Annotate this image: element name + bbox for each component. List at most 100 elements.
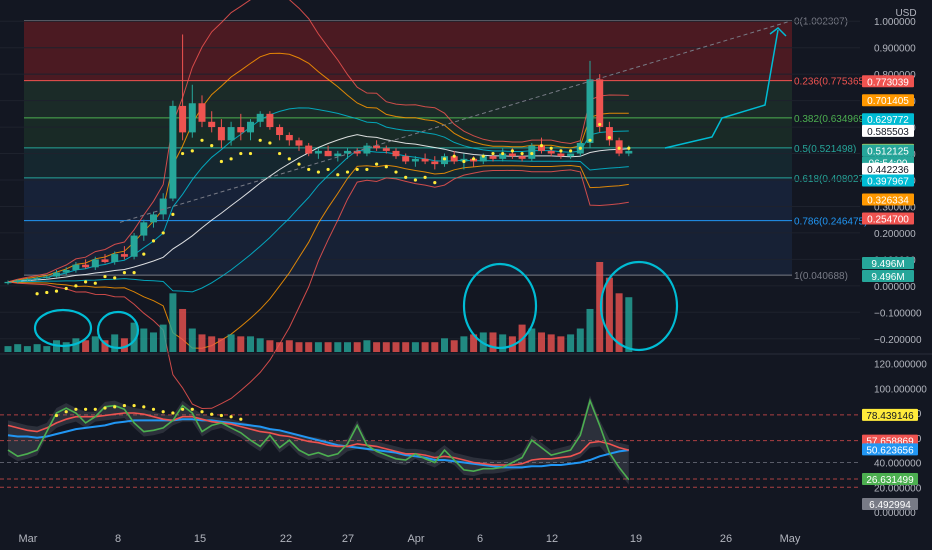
oscillator-dot [103, 406, 107, 410]
arrow-head [769, 27, 787, 37]
candle-body [314, 150, 322, 154]
oscillator-dot [190, 407, 194, 411]
volume-bar [596, 262, 604, 352]
volume-bar [276, 342, 284, 352]
price-tag-label: 0.254700 [867, 214, 909, 225]
sar-dot [64, 286, 68, 291]
candle-body [353, 150, 361, 154]
date-tick: 15 [194, 533, 206, 545]
candle-body [373, 145, 381, 149]
oscillator-dot [229, 415, 233, 419]
volume-bar [43, 346, 51, 352]
band-line [7, 164, 629, 349]
date-tick: 27 [342, 533, 354, 545]
price-tag-box [862, 257, 914, 269]
candle-body [305, 145, 313, 154]
volume-bar [557, 336, 565, 352]
sar-dot [336, 173, 340, 177]
volume-bar [586, 308, 594, 352]
volume-bar [334, 342, 342, 352]
date-tick: 12 [546, 533, 558, 545]
candle-body [33, 277, 41, 280]
sar-dot [54, 289, 59, 293]
currency-label: USD [895, 8, 916, 19]
volume-bar [344, 342, 351, 352]
sar-dot [501, 151, 505, 156]
candle-body [256, 113, 264, 122]
sar-dot [588, 138, 592, 142]
sar-dot [45, 290, 49, 295]
price-tag-label: 0.701405 [867, 96, 909, 107]
volume-bar [4, 346, 12, 352]
volume-bar [285, 340, 293, 352]
oscillator-dot [181, 407, 185, 411]
volume-bar [256, 338, 264, 352]
sar-dot [74, 284, 78, 288]
oscillator-pane[interactable] [0, 353, 932, 488]
date-tick: 22 [280, 533, 292, 545]
fib-label: 0.236(0.775365) [794, 77, 867, 88]
sar-dot [365, 167, 369, 172]
band-line [7, 0, 629, 283]
fib-zone [24, 20, 792, 81]
sar-dot [297, 162, 301, 166]
sar-dot [132, 271, 136, 275]
candle-body [508, 153, 516, 157]
oscillator-dot [200, 410, 204, 414]
candle-body [217, 127, 225, 141]
osc-tag-label: 6.492994 [869, 500, 911, 511]
candle-body [538, 145, 545, 151]
sar-dot [404, 175, 408, 179]
sar-dot [103, 274, 107, 279]
price-tag-box [862, 94, 914, 107]
volume-bar [392, 342, 400, 352]
date-tick: 6 [477, 533, 483, 545]
candle-body [421, 158, 429, 162]
fib-label: 0.786(0.246475) [794, 217, 867, 228]
sar-dot [607, 136, 612, 140]
fib-zone [24, 147, 792, 178]
volume-bar [101, 340, 109, 352]
oscillator-red-line [7, 412, 629, 466]
price-tick: 0.300000 [874, 202, 916, 213]
candle-body [120, 254, 128, 257]
date-axis[interactable]: Mar 8 15 22 27 Apr 6 12 19 26 May [19, 533, 801, 545]
osc-tag-label: 78.439146 [866, 411, 914, 422]
volume-bar [150, 332, 157, 352]
osc-tag-box [862, 408, 918, 421]
sar-dot [287, 157, 291, 161]
volume-bar [625, 297, 633, 352]
volume-bar [460, 336, 468, 352]
fibonacci-retracement[interactable]: 0(1.002307) 0.236(0.775365) 0.382(0.634969… [24, 17, 867, 282]
volume-bar [353, 342, 361, 352]
oscillator-dot [239, 417, 243, 421]
candle-body [605, 127, 613, 141]
candle-body [334, 153, 342, 157]
date-tick: 19 [630, 533, 642, 545]
sar-dot [84, 280, 88, 284]
sar-dot [491, 151, 495, 156]
sar-dot [569, 149, 573, 153]
volume-bar [179, 308, 187, 352]
price-tag-label: 0.629772 [867, 115, 909, 126]
price-tag-box [862, 124, 914, 137]
sar-dot [394, 170, 398, 174]
candle-body [179, 105, 187, 133]
candle-body [14, 280, 22, 282]
price-tag-box [862, 212, 914, 225]
sar-dot [452, 154, 456, 158]
sar-dot [113, 276, 117, 280]
price-tag-label: 9.496M [871, 259, 904, 270]
sar-dot [326, 167, 330, 172]
volume-bar [82, 340, 90, 352]
candle-body [431, 161, 439, 165]
candle-body [266, 113, 274, 128]
volume-bar [247, 336, 254, 352]
price-tag-label: 0.326334 [867, 195, 909, 206]
highlight-circle [33, 308, 93, 348]
volume-bar [576, 328, 584, 352]
osc-tick: 0.000000 [874, 508, 916, 519]
user-drawings[interactable] [33, 20, 791, 352]
sar-dot [258, 138, 262, 142]
